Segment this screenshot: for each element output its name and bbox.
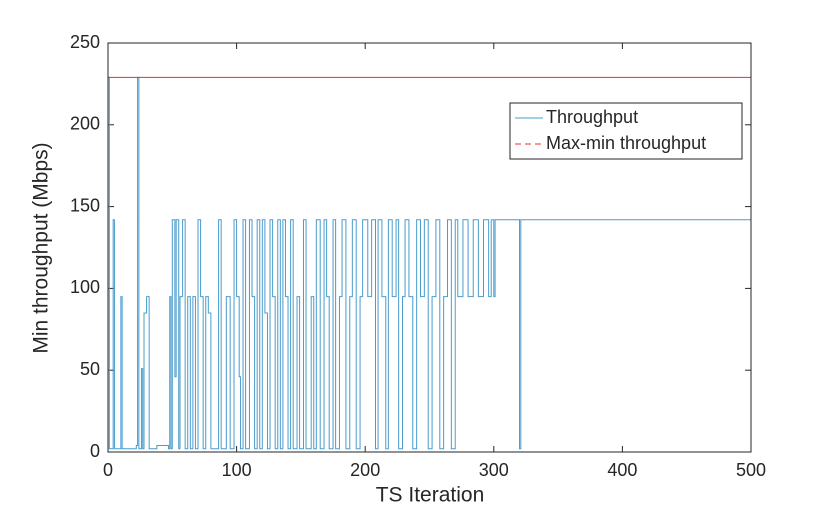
x-tick-label: 100 — [222, 460, 252, 480]
y-tick-label: 200 — [70, 114, 100, 134]
series-line — [108, 76, 751, 450]
legend-box — [509, 102, 743, 160]
axes-box — [107, 42, 752, 453]
x-tick-label: 0 — [103, 460, 113, 480]
legend-label: Throughput — [546, 107, 638, 127]
x-tick-label: 300 — [479, 460, 509, 480]
x-tick-label: 200 — [350, 460, 380, 480]
x-tick-label: 500 — [736, 460, 766, 480]
y-axis-label: Min throughput (Mbps) — [30, 142, 53, 353]
y-tick-label: 250 — [70, 32, 100, 52]
x-tick-label: 400 — [607, 460, 637, 480]
y-tick-label: 150 — [70, 195, 100, 215]
legend-label: Max-min throughput — [546, 133, 706, 153]
y-tick-label: 0 — [90, 441, 100, 461]
y-tick-label: 100 — [70, 277, 100, 297]
y-tick-label: 50 — [80, 359, 100, 379]
x-axis-label: TS Iteration — [376, 484, 485, 507]
